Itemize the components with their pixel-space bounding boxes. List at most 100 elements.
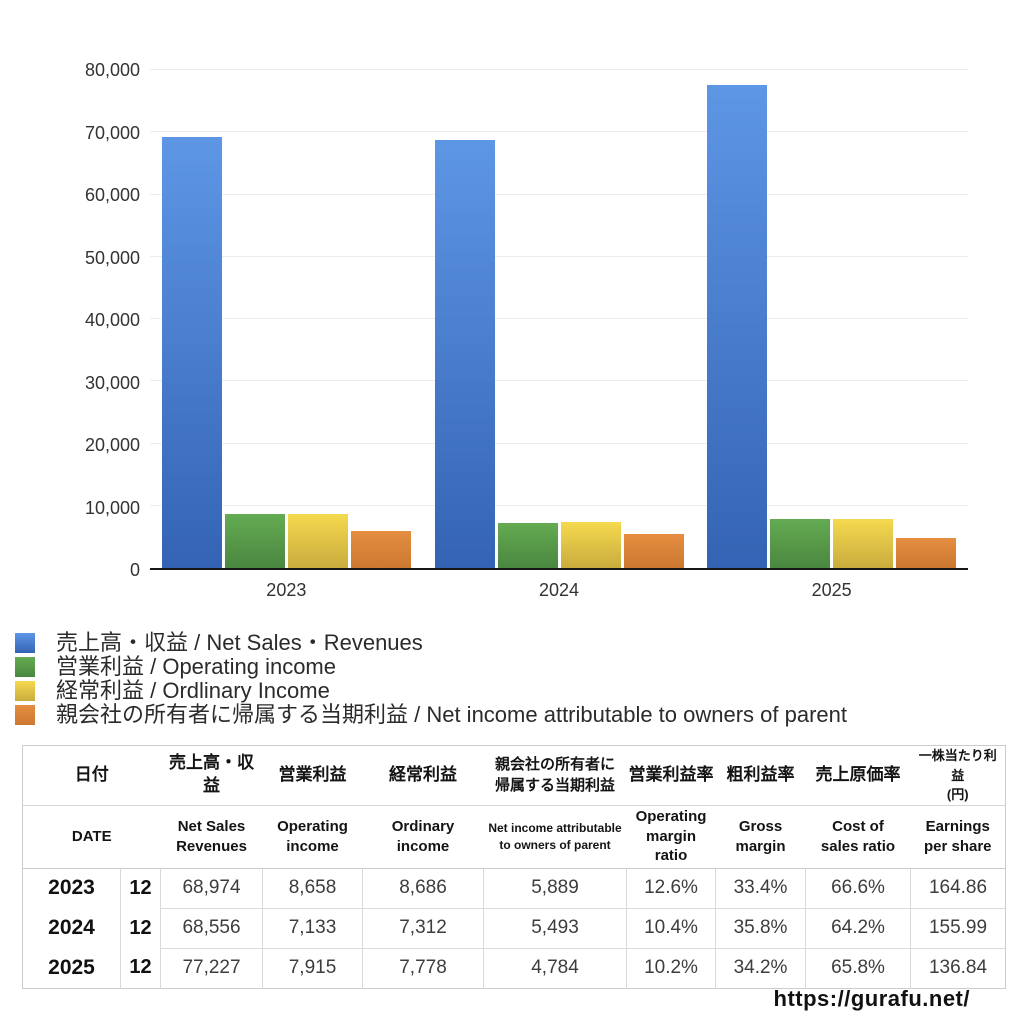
gridline	[150, 504, 968, 506]
value-cell-4: 10.4%	[626, 908, 716, 949]
value-cell-5: 34.2%	[715, 948, 806, 988]
value-cell-2: 7,312	[362, 908, 484, 949]
legend-swatch	[15, 633, 35, 653]
gridline	[150, 255, 968, 257]
y-tick-label: 0	[129, 560, 140, 580]
value-cell-4: 12.6%	[626, 868, 716, 909]
value-cell-3: 5,493	[483, 908, 627, 949]
gridline	[150, 131, 968, 133]
value-cell-6: 64.2%	[805, 908, 911, 949]
bar-2024-series-0	[434, 139, 495, 568]
year-cell: 2025	[22, 948, 121, 988]
legend-swatch	[15, 657, 35, 677]
value-cell-0: 68,556	[160, 908, 263, 949]
header-en-col-6: Gross margin	[715, 805, 806, 869]
month-cell: 12	[120, 948, 161, 988]
legend-item: 親会社の所有者に帰属する当期利益 / Net income attributab…	[15, 703, 847, 727]
y-tick-label: 30,000	[84, 372, 140, 393]
header-jp-col-1: 売上高・収益	[160, 745, 263, 806]
value-cell-3: 4,784	[483, 948, 627, 988]
header-en-col-8: Earnings per share	[910, 805, 1006, 869]
y-tick-label: 40,000	[84, 310, 140, 330]
table-row: 2025 12 77,227 7,915 7,778 4,784 10.2% 34.2% 65.…	[22, 948, 1006, 988]
legend-item: 営業利益 / Operating income	[15, 655, 847, 679]
header-jp-col-3: 経常利益	[362, 745, 484, 806]
header-jp-col-7: 売上原価率	[805, 745, 911, 806]
y-tick-label: 10,000	[84, 497, 140, 518]
x-tick-label: 2024	[538, 580, 580, 600]
table-header-row-en: DATE Net Sales Revenues Operating income Or…	[22, 805, 1006, 869]
header-en-col-4: Net income attributable to owners of par…	[483, 805, 627, 869]
month-cell: 12	[120, 868, 161, 908]
table-header: 日付 売上高・収益 営業利益 経常利益 親会社の所有者に 帰属する当期利益 営業利益率 粗利…	[22, 745, 1006, 869]
bar-2023-series-3	[350, 531, 411, 568]
header-jp-col-2: 営業利益	[262, 745, 363, 806]
gridline	[150, 318, 968, 319]
header-en-col-3: Ordinary income	[362, 805, 484, 869]
financial-table: 日付 売上高・収益 営業利益 経常利益 親会社の所有者に 帰属する当期利益 営業利益率 粗利…	[22, 745, 1006, 989]
header-en-col-7: Cost of sales ratio	[805, 805, 911, 869]
bar-2023-series-0	[161, 136, 222, 568]
y-axis-labels: 0 10,000 20,000 30,000 40,000 50,000 60,000 70,…	[0, 60, 140, 580]
y-tick-label: 20,000	[84, 435, 140, 455]
gridline	[150, 69, 968, 70]
legend-label: 経常利益 / Ordlinary Income	[56, 678, 330, 703]
bar-2025-series-3	[896, 538, 957, 568]
value-cell-5: 33.4%	[715, 868, 806, 909]
bar-2023-series-2	[287, 513, 348, 568]
y-tick-label: 70,000	[84, 122, 140, 143]
legend-swatch	[15, 705, 35, 725]
legend-item: 売上高・収益 / Net Sales・Revenues	[15, 631, 847, 655]
value-cell-1: 8,658	[262, 868, 363, 909]
y-tick-label: 60,000	[84, 185, 140, 205]
x-axis-labels: 2023 2024 2025	[150, 580, 968, 606]
table-row: 2023 12 68,974 8,658 8,686 5,889 12.6% 33.4% 66.…	[22, 868, 1006, 909]
bar-2025-series-2	[833, 519, 894, 568]
chart-legend: 売上高・収益 / Net Sales・Revenues 営業利益 / Operat…	[15, 631, 847, 727]
legend-label: 親会社の所有者に帰属する当期利益 / Net income attributab…	[56, 702, 848, 727]
value-cell-6: 66.6%	[805, 868, 911, 909]
value-cell-2: 8,686	[362, 868, 484, 909]
value-cell-7: 164.86	[910, 868, 1006, 909]
site-url: https://gurafu.net/	[773, 986, 970, 1011]
bar-2024-series-3	[623, 533, 684, 568]
value-cell-4: 10.2%	[626, 948, 716, 988]
bar-2024-series-1	[497, 523, 558, 568]
header-jp-col-4: 親会社の所有者に 帰属する当期利益	[483, 745, 627, 806]
bar-2024-series-2	[560, 522, 621, 568]
header-en-col-1: Net Sales Revenues	[160, 805, 263, 869]
table-body: 2023 12 68,974 8,658 8,686 5,889 12.6% 33.4% 66.…	[22, 868, 1006, 988]
bar-2023-series-1	[224, 513, 285, 568]
table-header-row-jp: 日付 売上高・収益 営業利益 経常利益 親会社の所有者に 帰属する当期利益 営業利益率 粗利…	[22, 745, 1006, 806]
header-jp-col-6: 粗利益率	[715, 745, 806, 806]
financial-table-wrap: 日付 売上高・収益 営業利益 経常利益 親会社の所有者に 帰属する当期利益 営業利益率 粗利…	[22, 745, 1006, 989]
bar-2025-series-0	[707, 85, 768, 568]
legend-label: 売上高・収益 / Net Sales・Revenues	[56, 630, 423, 655]
value-cell-3: 5,889	[483, 868, 627, 909]
year-cell: 2023	[22, 868, 121, 908]
header-en-col-2: Operating income	[262, 805, 363, 869]
value-cell-1: 7,915	[262, 948, 363, 988]
header-jp-col-5: 営業利益率	[626, 745, 716, 806]
value-cell-2: 7,778	[362, 948, 484, 988]
value-cell-5: 35.8%	[715, 908, 806, 949]
value-cell-7: 155.99	[910, 908, 1006, 949]
legend-swatch	[15, 681, 35, 701]
gridline	[150, 380, 968, 382]
y-tick-label: 80,000	[84, 60, 140, 80]
value-cell-6: 65.8%	[805, 948, 911, 988]
gridline	[150, 442, 968, 444]
bar-2025-series-1	[770, 518, 831, 568]
value-cell-0: 77,227	[160, 948, 263, 988]
value-cell-7: 136.84	[928, 957, 988, 978]
year-cell: 2024	[22, 908, 121, 948]
legend-label: 営業利益 / Operating income	[56, 654, 336, 679]
month-cell: 12	[120, 908, 161, 948]
y-tick-label: 50,000	[84, 247, 140, 268]
header-jp-col-0: 日付	[22, 745, 161, 806]
gridline	[150, 193, 968, 195]
value-cell-1: 7,133	[262, 908, 363, 949]
chart-plot-area	[150, 69, 968, 570]
value-cell-0: 68,974	[160, 868, 263, 909]
